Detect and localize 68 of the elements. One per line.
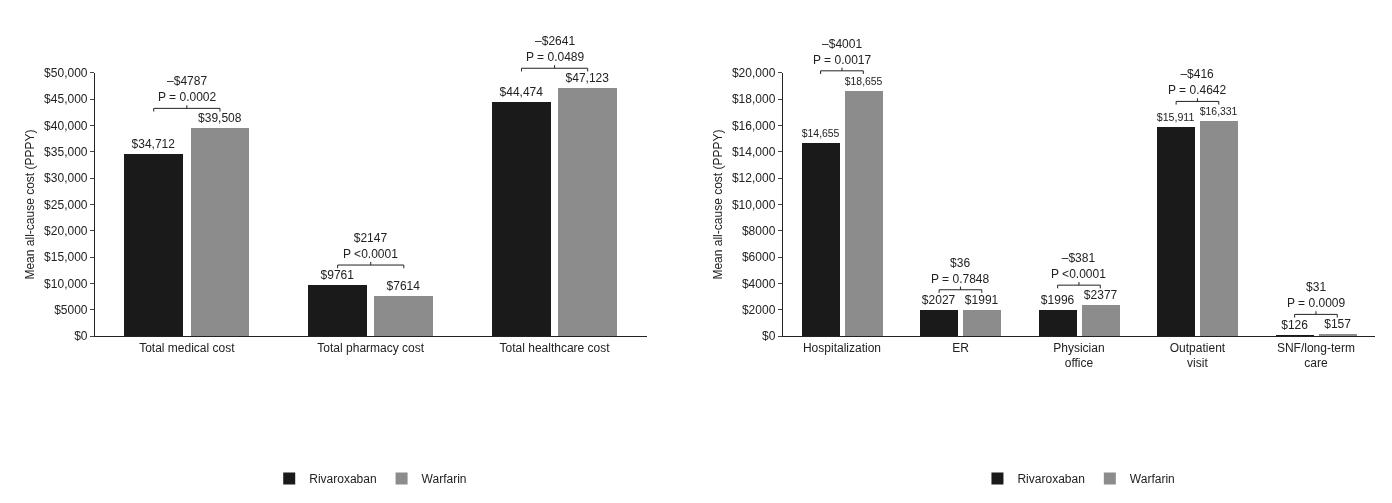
bar (190, 127, 249, 336)
bar (962, 309, 1001, 336)
x-tick-label: Outpatient visit (1169, 340, 1226, 371)
legend-label: Rivaroxaban (1017, 472, 1085, 487)
data-label: $34,712 (131, 136, 176, 151)
text: –$2641 P = 0.0489 (526, 34, 585, 64)
legend-label: Warfarin (421, 472, 467, 487)
data-label: $1996 (1040, 292, 1075, 307)
data-label: $47,123 (565, 70, 610, 85)
bar (844, 90, 883, 336)
bar (1318, 333, 1357, 336)
y-tick-label: $20,000 (44, 224, 88, 239)
x-tick-label: ER (952, 340, 970, 355)
y-tick-label: $15,000 (44, 250, 88, 265)
annotation: –$4787 P = 0.0002 (158, 74, 217, 104)
y-tick-label: $18,000 (731, 92, 776, 107)
y-tick-label: $8000 (741, 224, 776, 239)
data-label: $14,655 (801, 128, 840, 140)
y-tick-label: $20,000 (731, 66, 776, 81)
x-tick-label: Physician office (1053, 340, 1105, 371)
y-tick-label: $0 (761, 329, 776, 344)
y-tick-label: $0 (74, 329, 88, 344)
x-tick-label: SNF/long-term care (1276, 340, 1355, 371)
data-label: $126 (1281, 317, 1309, 332)
data-label: $44,474 (499, 84, 544, 99)
x-tick-label: Total medical cost (139, 340, 236, 355)
y-tick-label: $14,000 (731, 145, 776, 160)
data-label: $1991 (964, 292, 999, 307)
y-tick-label: $5000 (54, 303, 88, 318)
y-tick-label: $6000 (741, 250, 776, 265)
y-tick-label: $30,000 (44, 171, 88, 186)
data-label: $15,911 (1156, 111, 1195, 124)
bar (1199, 120, 1238, 336)
data-label: $9761 (320, 267, 355, 282)
y-tick-label: $50,000 (44, 66, 88, 81)
data-label: $16,331 (1199, 106, 1238, 118)
x-tick-label: Total pharmacy cost (317, 340, 425, 355)
data-label: $157 (1324, 316, 1352, 331)
x-tick-label: Total healthcare cost (499, 340, 611, 355)
bar (1081, 304, 1120, 336)
annotation: $36 P = 0.7848 (931, 256, 990, 286)
x-tick-label: Hospitalization (802, 340, 881, 355)
y-axis-title: Mean all-cause cost (PPPY) (23, 129, 38, 280)
y-tick-label: $40,000 (44, 118, 88, 133)
y-axis-title: Mean all-cause cost (PPPY) (711, 129, 726, 280)
annotation: –$381 P <0.0001 (1051, 251, 1107, 281)
y-tick-label: $25,000 (44, 197, 88, 212)
data-label: $18,655 (844, 76, 883, 88)
y-tick-label: $45,000 (44, 92, 88, 107)
y-tick-label: $12,000 (731, 171, 776, 186)
y-tick-label: $35,000 (44, 145, 88, 160)
data-label: $7614 (386, 278, 421, 293)
legend-label: Rivaroxaban (309, 472, 377, 487)
data-label: $2027 (921, 292, 956, 307)
annotation: $2147 P <0.0001 (343, 231, 399, 261)
data-label: $2377 (1083, 287, 1118, 302)
y-tick-label: $10,000 (731, 197, 776, 212)
y-tick-label: $2000 (741, 303, 776, 318)
annotation: $31 P = 0.0009 (1287, 280, 1346, 310)
y-tick-label: $10,000 (44, 276, 88, 291)
y-tick-label: $16,000 (731, 118, 776, 133)
text: –$4001 P = 0.0017 (813, 37, 872, 67)
bar (557, 87, 617, 336)
data-label: $39,508 (198, 110, 242, 125)
annotation: –$416 P = 0.4642 (1168, 67, 1227, 97)
legend-label: Warfarin (1129, 472, 1175, 487)
y-tick-label: $4000 (741, 276, 776, 291)
bar (373, 295, 433, 336)
